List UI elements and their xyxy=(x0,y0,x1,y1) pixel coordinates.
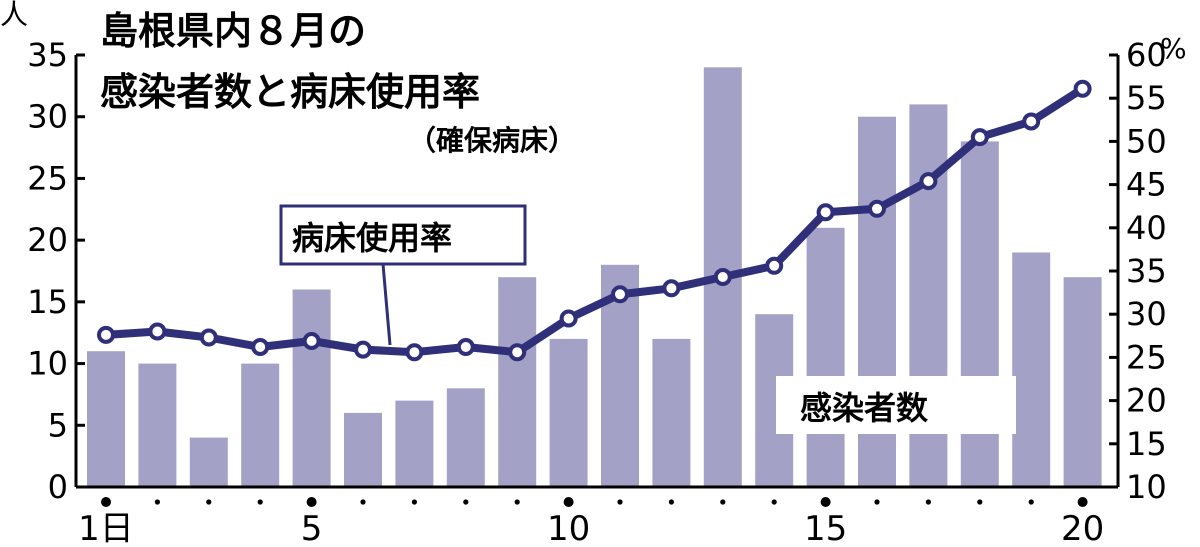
bar-day-8 xyxy=(446,388,485,487)
line-point-day-13 xyxy=(713,268,732,286)
y-left-unit: 人 xyxy=(0,0,28,31)
line-point-day-11 xyxy=(611,285,629,304)
x-tick-dot-15 xyxy=(820,497,831,507)
x-tick-dot-11 xyxy=(617,499,623,505)
line-point-day-12 xyxy=(662,279,681,298)
x-tick-label-10: 10 xyxy=(547,509,590,547)
line-point-day-5 xyxy=(302,332,321,350)
chart-subtitle: （確保病床） xyxy=(408,124,576,157)
line-point-day-16 xyxy=(868,199,886,218)
chart-title-line2: 感染者数と病床使用率 xyxy=(100,70,480,114)
y-right-tick-label-25: 25 xyxy=(1126,338,1167,376)
x-tick-label-5: 5 xyxy=(301,509,323,547)
x-tick-dot-19 xyxy=(1028,499,1034,505)
line-point-day-14 xyxy=(765,256,784,275)
bar-day-3 xyxy=(189,437,228,487)
line-point-day-9 xyxy=(508,343,527,362)
x-tick-dot-20 xyxy=(1077,497,1088,507)
bar-day-9 xyxy=(498,277,537,487)
bar-day-12 xyxy=(652,338,691,487)
line-point-day-18 xyxy=(970,128,989,147)
y-right-tick-label-30: 30 xyxy=(1126,295,1167,333)
line-point-day-8 xyxy=(456,338,475,356)
y-left-tick-label-30: 30 xyxy=(27,98,68,136)
line-legend-label: 病床使用率 xyxy=(292,219,452,257)
line-point-day-15 xyxy=(816,203,835,222)
points-layer xyxy=(97,79,1092,362)
x-tick-dot-7 xyxy=(411,499,417,505)
x-tick-dot-13 xyxy=(720,499,726,505)
chart-title-line1: 島根県内８月の xyxy=(100,9,366,53)
y-right-tick-label-15: 15 xyxy=(1126,425,1167,463)
axes-layer: 0 5 10 15 20 25 30 35 10 15 20 25 30 35 40 45 50 55 60 1日 5 1… xyxy=(27,36,1166,547)
bar-day-19 xyxy=(1012,252,1051,487)
line-point-day-3 xyxy=(199,328,218,347)
x-tick-dot-9 xyxy=(514,499,520,505)
x-tick-label-1: 1日 xyxy=(78,509,134,547)
y-right-tick-label-10: 10 xyxy=(1126,468,1167,506)
line-point-day-2 xyxy=(148,322,167,341)
line-legend-box: 病床使用率 xyxy=(279,204,527,346)
x-tick-dot-4 xyxy=(257,499,263,505)
x-tick-dot-1 xyxy=(101,497,111,507)
bar-day-4 xyxy=(241,363,280,487)
bar-day-18 xyxy=(960,141,999,487)
bar-day-6 xyxy=(344,412,382,487)
line-point-day-4 xyxy=(251,338,270,356)
y-right-tick-label-40: 40 xyxy=(1126,209,1167,247)
y-left-tick-label-0: 0 xyxy=(48,468,68,506)
y-left-tick-label-5: 5 xyxy=(48,406,68,444)
line-point-day-6 xyxy=(354,340,372,359)
x-tick-dot-2 xyxy=(154,499,160,505)
x-tick-dot-10 xyxy=(563,497,574,507)
x-tick-dot-6 xyxy=(360,499,366,505)
bar-legend-box: 感染者数 xyxy=(776,376,1016,434)
x-tick-label-20: 20 xyxy=(1061,509,1104,547)
x-tick-dot-5 xyxy=(306,497,317,507)
line-point-day-7 xyxy=(405,343,424,362)
line-point-day-10 xyxy=(559,309,578,328)
x-tick-dot-16 xyxy=(874,499,880,505)
line-point-day-1 xyxy=(97,325,115,344)
x-tick-dot-18 xyxy=(977,499,983,505)
bar-legend-label: 感染者数 xyxy=(800,389,929,427)
y-right-unit: % xyxy=(1160,32,1187,65)
y-right-tick-label-55: 55 xyxy=(1126,79,1167,117)
bar-day-5 xyxy=(292,289,331,487)
bar-day-7 xyxy=(395,400,434,487)
x-tick-dot-17 xyxy=(925,499,932,505)
y-right-tick-label-35: 35 xyxy=(1126,252,1167,290)
x-tick-dot-14 xyxy=(771,499,777,505)
bar-day-15 xyxy=(806,227,845,488)
line-point-day-20 xyxy=(1073,79,1092,98)
y-left-tick-label-20: 20 xyxy=(27,221,68,259)
y-right-tick-label-20: 20 xyxy=(1126,382,1167,420)
y-left-tick-label-25: 25 xyxy=(27,159,68,197)
bar-day-20 xyxy=(1063,277,1102,487)
x-tick-dot-3 xyxy=(206,499,212,505)
y-left-tick-label-35: 35 xyxy=(27,36,68,74)
y-left-tick-label-10: 10 xyxy=(27,345,68,383)
bar-day-2 xyxy=(138,363,177,487)
y-left-tick-label-15: 15 xyxy=(27,283,68,321)
y-right-tick-label-50: 50 xyxy=(1126,122,1167,160)
line-point-day-19 xyxy=(1022,112,1041,131)
bar-day-10 xyxy=(549,338,588,487)
y-right-tick-label-45: 45 xyxy=(1126,166,1167,204)
x-tick-dot-12 xyxy=(668,499,675,505)
y-right-tick-label-60: 60 xyxy=(1126,36,1167,74)
bar-day-1 xyxy=(87,351,125,487)
line-point-day-17 xyxy=(919,172,938,191)
x-tick-dot-8 xyxy=(463,499,469,505)
x-tick-label-15: 15 xyxy=(804,509,847,547)
